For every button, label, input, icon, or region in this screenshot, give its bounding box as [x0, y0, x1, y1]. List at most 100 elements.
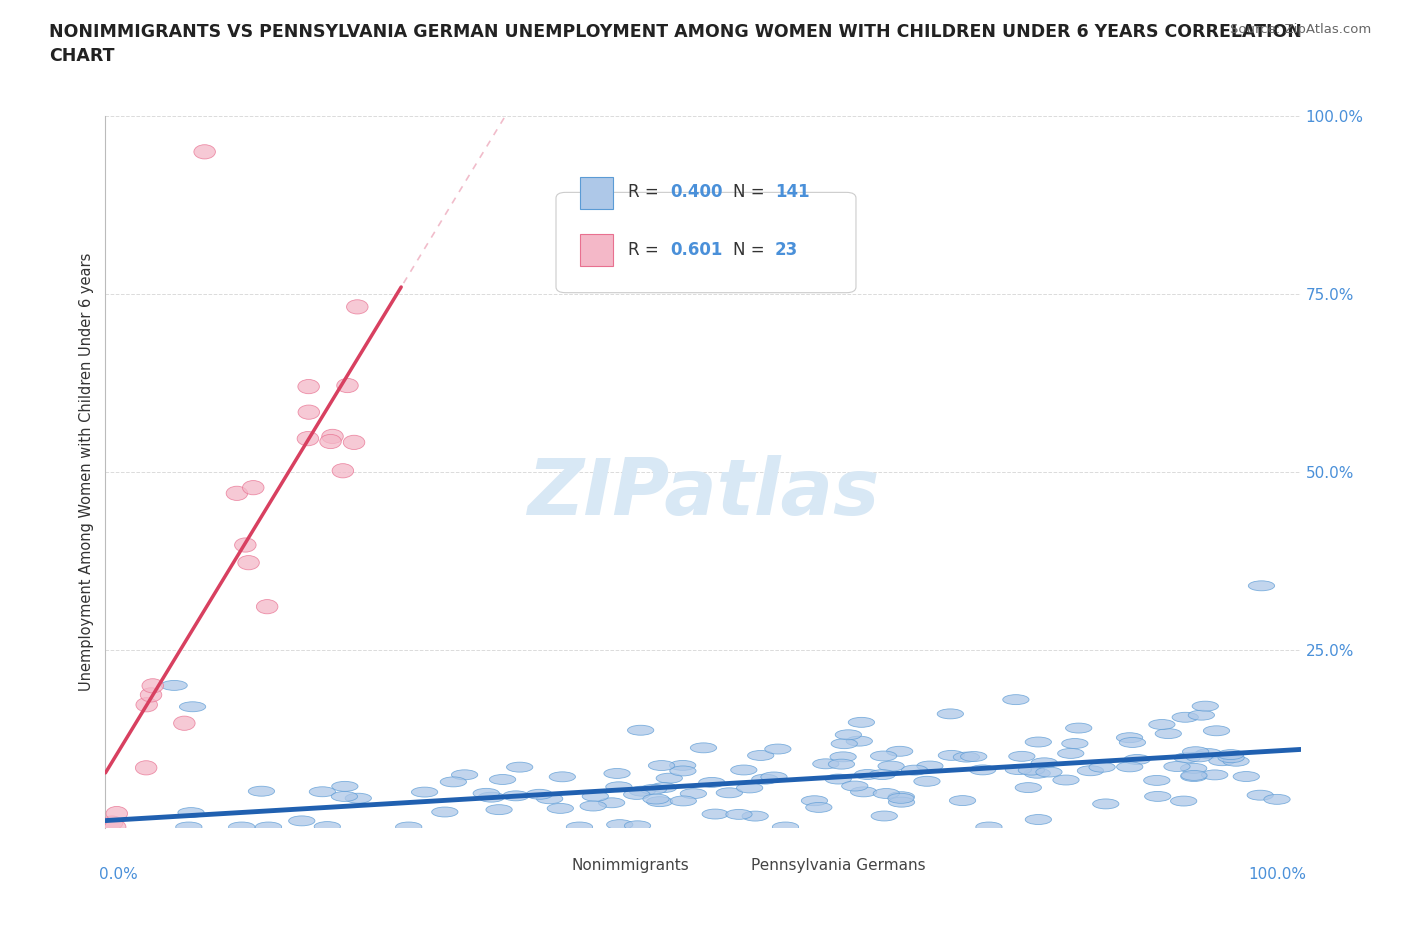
Y-axis label: Unemployment Among Women with Children Under 6 years: Unemployment Among Women with Children U… [79, 253, 94, 691]
Ellipse shape [630, 786, 655, 796]
Ellipse shape [831, 738, 858, 749]
Ellipse shape [249, 786, 274, 796]
Ellipse shape [647, 797, 673, 806]
Ellipse shape [343, 435, 364, 449]
Ellipse shape [432, 807, 458, 817]
Ellipse shape [581, 801, 606, 811]
Ellipse shape [752, 774, 778, 784]
Ellipse shape [643, 794, 669, 804]
Ellipse shape [101, 816, 122, 830]
Ellipse shape [395, 822, 422, 832]
Ellipse shape [1015, 783, 1042, 792]
Text: Source: ZipAtlas.com: Source: ZipAtlas.com [1230, 23, 1371, 36]
Ellipse shape [440, 777, 467, 787]
Text: 23: 23 [775, 241, 799, 259]
Ellipse shape [582, 791, 609, 802]
Ellipse shape [889, 797, 915, 807]
Ellipse shape [332, 781, 359, 791]
Ellipse shape [1223, 756, 1249, 766]
Ellipse shape [669, 761, 696, 770]
Ellipse shape [298, 379, 319, 393]
Ellipse shape [550, 772, 575, 782]
Ellipse shape [842, 781, 868, 791]
Ellipse shape [1192, 701, 1219, 711]
Text: R =: R = [627, 241, 664, 259]
Text: R =: R = [627, 183, 664, 202]
Ellipse shape [1181, 764, 1206, 774]
Ellipse shape [1008, 751, 1035, 762]
Ellipse shape [1036, 767, 1062, 777]
Ellipse shape [742, 811, 768, 821]
Ellipse shape [1195, 749, 1222, 759]
Ellipse shape [851, 787, 877, 797]
Ellipse shape [332, 464, 354, 478]
Ellipse shape [690, 743, 717, 752]
Ellipse shape [848, 717, 875, 727]
Ellipse shape [235, 538, 256, 552]
Ellipse shape [725, 809, 752, 819]
Ellipse shape [855, 769, 880, 779]
Ellipse shape [702, 809, 728, 819]
Ellipse shape [846, 737, 873, 746]
Ellipse shape [346, 299, 368, 314]
Ellipse shape [1173, 712, 1198, 723]
Ellipse shape [1116, 762, 1143, 772]
Ellipse shape [889, 791, 914, 802]
Ellipse shape [869, 770, 896, 779]
Ellipse shape [1218, 752, 1244, 763]
Ellipse shape [870, 751, 897, 761]
Ellipse shape [478, 792, 505, 803]
Ellipse shape [1264, 794, 1291, 804]
Ellipse shape [671, 796, 696, 806]
Ellipse shape [105, 806, 128, 820]
Ellipse shape [1181, 770, 1208, 780]
Ellipse shape [344, 793, 371, 804]
Ellipse shape [716, 788, 742, 798]
Ellipse shape [1090, 763, 1115, 772]
Ellipse shape [332, 791, 357, 802]
Ellipse shape [901, 765, 928, 775]
Bar [579, 234, 613, 266]
Ellipse shape [194, 145, 215, 159]
Ellipse shape [877, 761, 904, 771]
Ellipse shape [1062, 738, 1088, 749]
Ellipse shape [1233, 772, 1260, 781]
Ellipse shape [1202, 770, 1227, 780]
Ellipse shape [1024, 768, 1050, 778]
Ellipse shape [142, 679, 163, 693]
Ellipse shape [226, 486, 247, 500]
Text: 0.400: 0.400 [671, 183, 723, 202]
Ellipse shape [1077, 765, 1104, 776]
Ellipse shape [451, 770, 478, 779]
Ellipse shape [526, 790, 553, 799]
Ellipse shape [806, 803, 832, 813]
Ellipse shape [141, 688, 162, 702]
Ellipse shape [960, 751, 987, 762]
Ellipse shape [104, 820, 127, 834]
Bar [536, 855, 565, 876]
Ellipse shape [1119, 737, 1146, 748]
Ellipse shape [1031, 758, 1057, 768]
Ellipse shape [648, 761, 675, 771]
Ellipse shape [1092, 799, 1119, 809]
Ellipse shape [472, 789, 499, 798]
Ellipse shape [761, 772, 787, 782]
Ellipse shape [506, 763, 533, 772]
Ellipse shape [486, 804, 512, 815]
Bar [716, 855, 745, 876]
Ellipse shape [1149, 720, 1175, 729]
Ellipse shape [1174, 753, 1201, 763]
Ellipse shape [298, 405, 319, 419]
Ellipse shape [1181, 772, 1206, 781]
Ellipse shape [297, 432, 319, 445]
Ellipse shape [1182, 747, 1209, 757]
Ellipse shape [624, 821, 651, 830]
Ellipse shape [949, 795, 976, 805]
Ellipse shape [873, 789, 900, 799]
Ellipse shape [828, 759, 855, 769]
Ellipse shape [731, 765, 756, 775]
Ellipse shape [1143, 776, 1170, 785]
Text: 141: 141 [775, 183, 810, 202]
Ellipse shape [825, 774, 852, 784]
Ellipse shape [537, 794, 562, 804]
